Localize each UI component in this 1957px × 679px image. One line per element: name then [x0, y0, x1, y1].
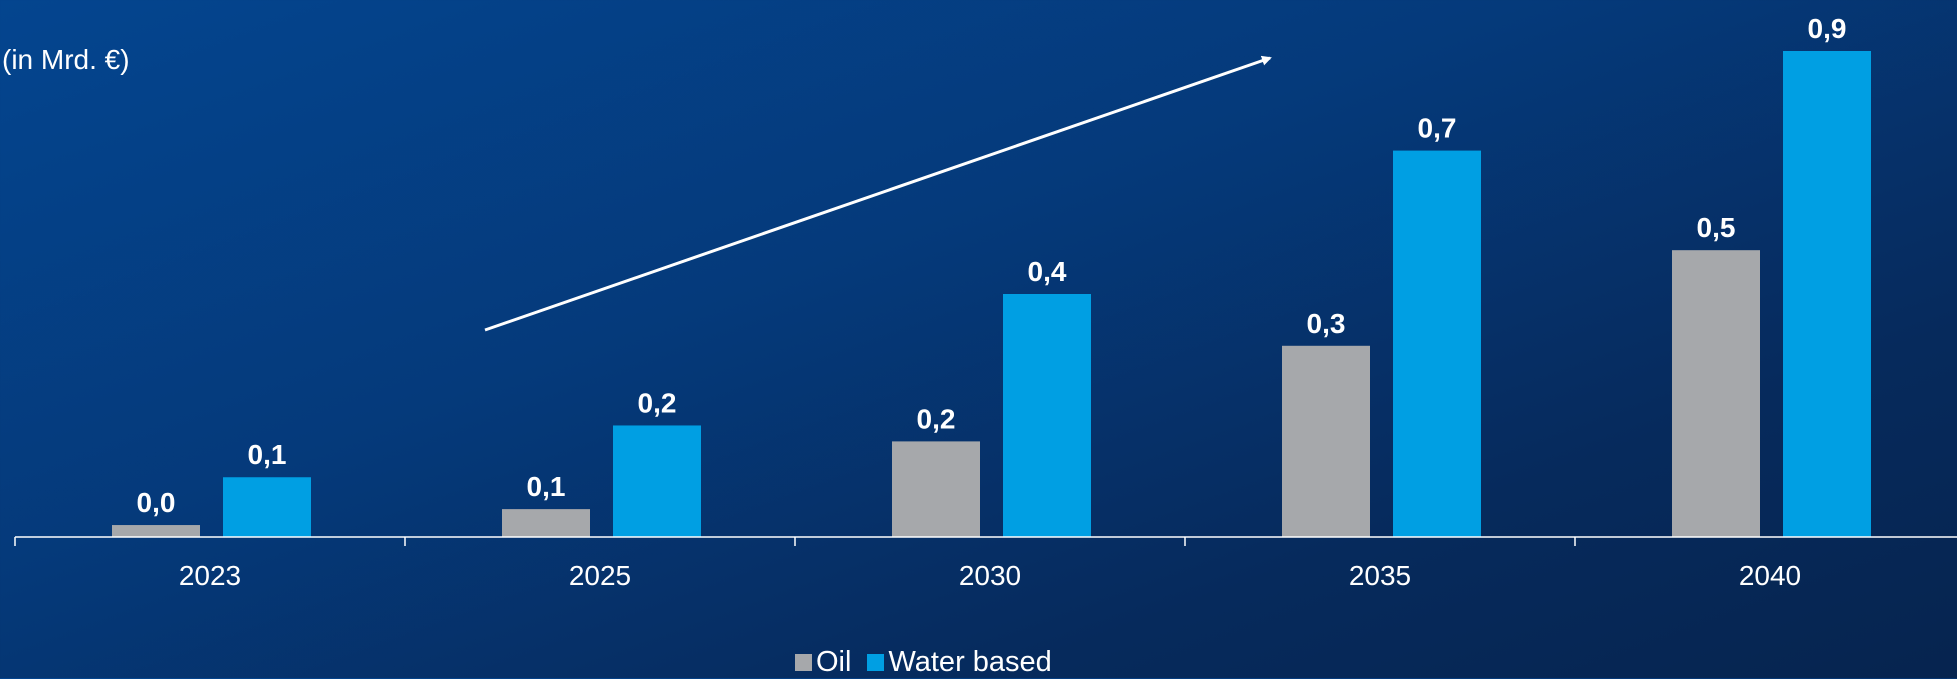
legend: Oil Water based [795, 646, 1068, 679]
bar-oil-2023 [112, 525, 200, 537]
x-tick-labels-group: 2023 2025 2030 2035 2040 [179, 560, 1801, 591]
value-label-water-based-2035: 0,7 [1418, 113, 1457, 144]
legend-label-oil: Oil [816, 646, 852, 678]
bar-oil-2035 [1282, 345, 1370, 537]
bar-oil-2040 [1672, 250, 1760, 537]
bar-water-based-2023 [223, 477, 311, 537]
bar-water-based-2035 [1393, 150, 1481, 538]
legend-swatch-oil [795, 654, 812, 671]
value-labels-group: 0,0 0,1 0,1 0,2 0,2 0,4 0,3 0,7 0,5 0,9 [137, 13, 1847, 518]
value-label-water-based-2030: 0,4 [1028, 256, 1067, 287]
value-label-water-based-2023: 0,1 [248, 439, 287, 470]
legend-swatch-water-based [867, 654, 885, 671]
value-label-oil-2025: 0,1 [527, 471, 566, 502]
value-label-oil-2023: 0,0 [137, 487, 176, 518]
bar-water-based-2030 [1003, 294, 1091, 537]
x-tick-label-2023: 2023 [179, 560, 241, 591]
value-label-water-based-2040: 0,9 [1808, 13, 1847, 44]
x-tick-label-2040: 2040 [1739, 560, 1801, 591]
unit-label: (in Mrd. €) [2, 44, 130, 75]
trend-arrow [484, 55, 1272, 332]
x-tick-label-2035: 2035 [1349, 560, 1411, 591]
value-label-water-based-2025: 0,2 [638, 387, 677, 418]
value-label-oil-2035: 0,3 [1307, 308, 1346, 339]
value-label-oil-2040: 0,5 [1697, 212, 1736, 243]
legend-item-oil: Oil [795, 646, 851, 679]
legend-label-water-based: Water based [888, 646, 1052, 678]
bar-water-based-2025 [613, 425, 701, 537]
x-tick-label-2025: 2025 [569, 560, 631, 591]
bar-oil-2025 [502, 509, 590, 537]
bar-water-based-2040 [1783, 51, 1871, 537]
legend-item-water-based: Water based [867, 646, 1052, 679]
x-ticks-group [14, 537, 1576, 546]
x-tick-label-2030: 2030 [959, 560, 1021, 591]
bar-oil-2030 [892, 441, 980, 537]
value-label-oil-2030: 0,2 [917, 403, 956, 434]
bars-group [112, 51, 1871, 538]
